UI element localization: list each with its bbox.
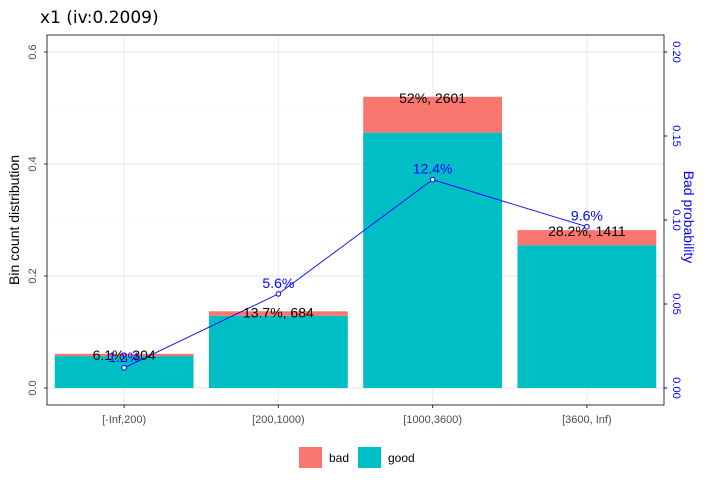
y2-tick-label: 0.05 xyxy=(670,293,682,314)
y-tick-label: 0.6 xyxy=(27,44,39,59)
x-tick-label: [200,1000) xyxy=(252,414,305,426)
bars xyxy=(54,96,657,388)
bar-bad xyxy=(363,96,503,133)
y2-axis-title: Bad probability xyxy=(681,171,697,264)
y-axis-title: Bin count distribution xyxy=(6,155,22,285)
y2-tick-label: 0.00 xyxy=(670,377,682,398)
line-point xyxy=(275,291,282,297)
line-label: 1.2% xyxy=(108,349,140,365)
line-label: 5.6% xyxy=(262,275,294,291)
legend-key-good xyxy=(358,447,381,468)
axes: 0.0 0.2 0.4 0.6 0.00 0.05 0.10 0.15 0.20 [-Inf,20… xyxy=(27,41,682,426)
legend-label-bad: bad xyxy=(329,451,349,465)
line-point xyxy=(584,223,590,230)
bar-label: 28.2%, 1411 xyxy=(548,223,626,239)
x-tick-label: [1000,3600) xyxy=(403,414,462,426)
bar-label: 13.7%, 684 xyxy=(243,304,314,320)
bar-good xyxy=(363,132,503,388)
line-point xyxy=(121,365,127,371)
y2-tick-label: 0.10 xyxy=(670,209,682,230)
y-tick-label: 0.2 xyxy=(27,268,39,283)
bar-label: 6.1%, 304 xyxy=(93,347,156,363)
line-label: 9.6% xyxy=(571,208,603,224)
y-tick-label: 0.4 xyxy=(27,156,39,171)
bad-probability-line xyxy=(121,176,590,371)
legend-label-good: good xyxy=(388,451,415,465)
bar-bad xyxy=(54,353,194,357)
bar-good xyxy=(208,315,348,388)
y2-tick-label: 0.20 xyxy=(670,41,682,62)
legend-key-bad xyxy=(299,447,322,468)
bar-good xyxy=(54,356,194,388)
x-tick-label: [-Inf,200) xyxy=(102,414,146,426)
line-path xyxy=(123,179,588,369)
line-label: 12.4% xyxy=(413,161,453,177)
y-tick-label: 0.0 xyxy=(27,380,39,395)
bar-bad xyxy=(208,311,348,316)
legend: bad good xyxy=(299,447,415,468)
bar-good xyxy=(517,245,657,388)
data-labels: 6.1%, 304 13.7%, 684 52%, 2601 28.2%, 1411 1… xyxy=(93,90,626,365)
x-tick-label: [3600, Inf) xyxy=(562,414,612,426)
chart-title: x1 (iv:0.2009) xyxy=(40,8,159,28)
bar-label: 52%, 2601 xyxy=(399,90,466,106)
bar-bad xyxy=(517,230,657,246)
line-point xyxy=(429,176,436,183)
y2-tick-label: 0.15 xyxy=(670,125,682,146)
